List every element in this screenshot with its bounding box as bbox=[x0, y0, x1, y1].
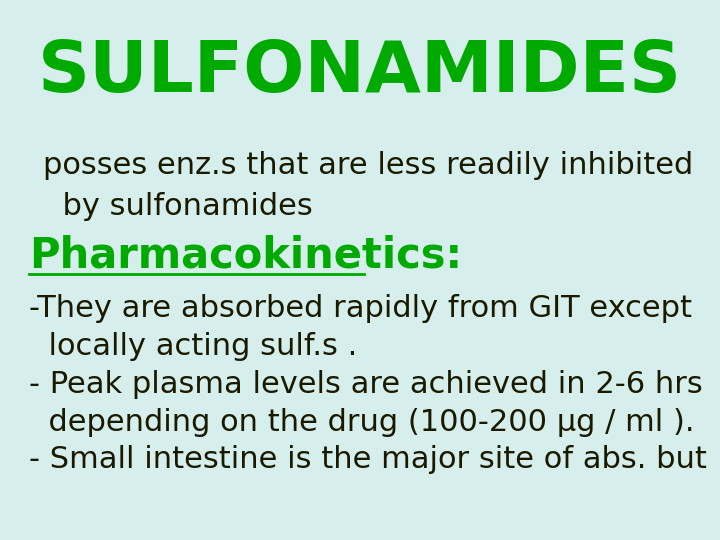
Text: depending on the drug (100-200 μg / ml ).: depending on the drug (100-200 μg / ml )… bbox=[29, 408, 694, 437]
Text: SULFONAMIDES: SULFONAMIDES bbox=[38, 38, 682, 107]
Text: posses enz.s that are less readily inhibited: posses enz.s that are less readily inhib… bbox=[43, 151, 693, 180]
Text: -They are absorbed rapidly from GIT except: -They are absorbed rapidly from GIT exce… bbox=[29, 294, 692, 323]
Text: - Small intestine is the major site of abs. but: - Small intestine is the major site of a… bbox=[29, 446, 706, 475]
Text: by sulfonamides: by sulfonamides bbox=[43, 192, 313, 221]
Text: - Peak plasma levels are achieved in 2-6 hrs: - Peak plasma levels are achieved in 2-6… bbox=[29, 370, 703, 399]
Text: locally acting sulf.s .: locally acting sulf.s . bbox=[29, 332, 357, 361]
Text: Pharmacokinetics:: Pharmacokinetics: bbox=[29, 235, 462, 277]
